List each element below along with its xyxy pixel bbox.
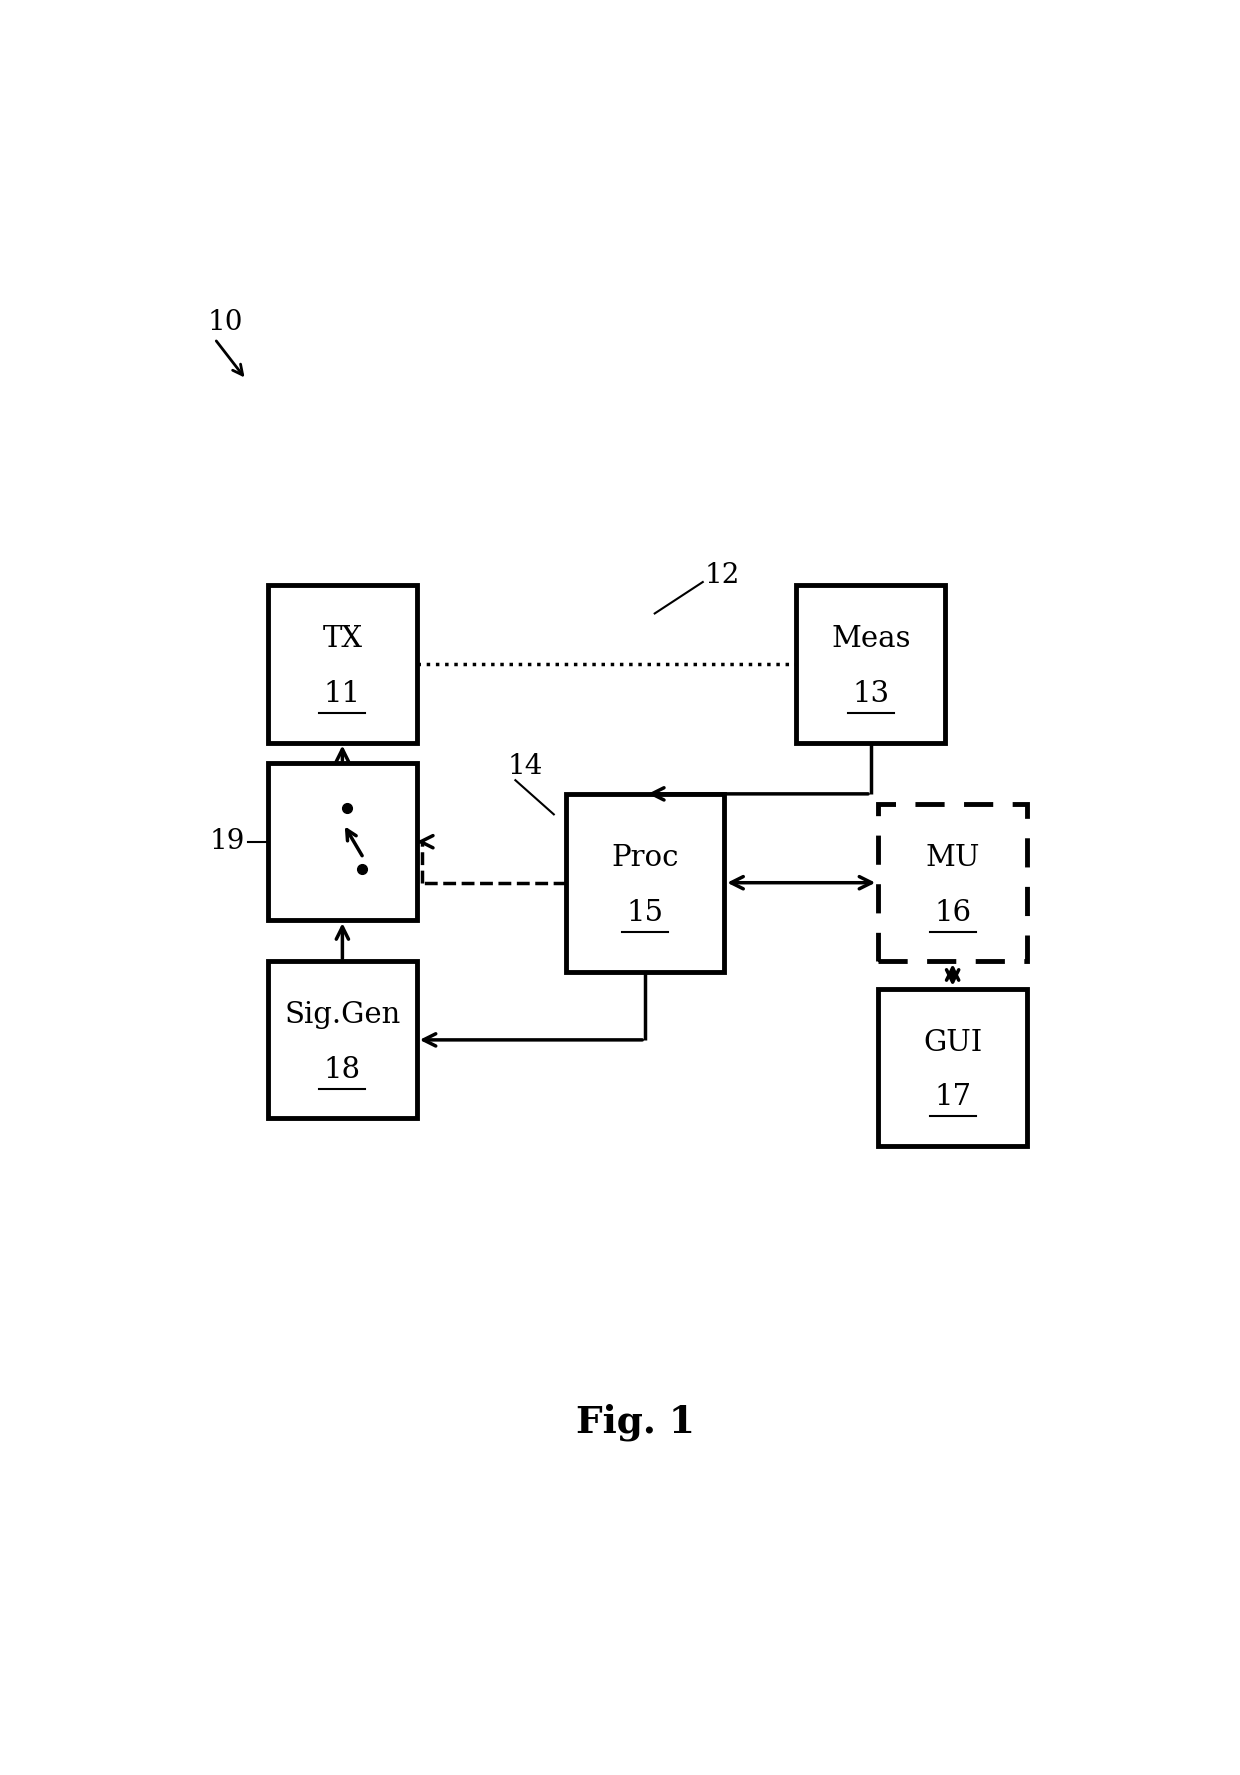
Bar <box>878 989 1027 1147</box>
Text: Meas: Meas <box>831 625 910 653</box>
Text: Proc: Proc <box>611 845 678 872</box>
Text: Sig.Gen: Sig.Gen <box>284 1001 401 1030</box>
Text: GUI: GUI <box>923 1030 982 1056</box>
Text: 17: 17 <box>934 1083 971 1111</box>
Bar <box>878 804 1027 962</box>
Text: 18: 18 <box>324 1056 361 1085</box>
Text: 10: 10 <box>208 309 243 335</box>
Text: 11: 11 <box>324 680 361 708</box>
Text: 19: 19 <box>210 829 244 856</box>
Text: TX: TX <box>322 625 362 653</box>
Text: Fig. 1: Fig. 1 <box>577 1404 694 1441</box>
Text: 15: 15 <box>626 898 663 927</box>
Text: MU: MU <box>925 845 980 872</box>
Text: 13: 13 <box>852 680 889 708</box>
Bar <box>268 586 417 742</box>
Text: 12: 12 <box>704 561 740 589</box>
Text: 16: 16 <box>934 898 971 927</box>
Bar <box>565 793 724 971</box>
Bar <box>796 586 945 742</box>
Text: 14: 14 <box>507 753 543 779</box>
Bar <box>268 763 417 919</box>
Bar <box>268 962 417 1118</box>
